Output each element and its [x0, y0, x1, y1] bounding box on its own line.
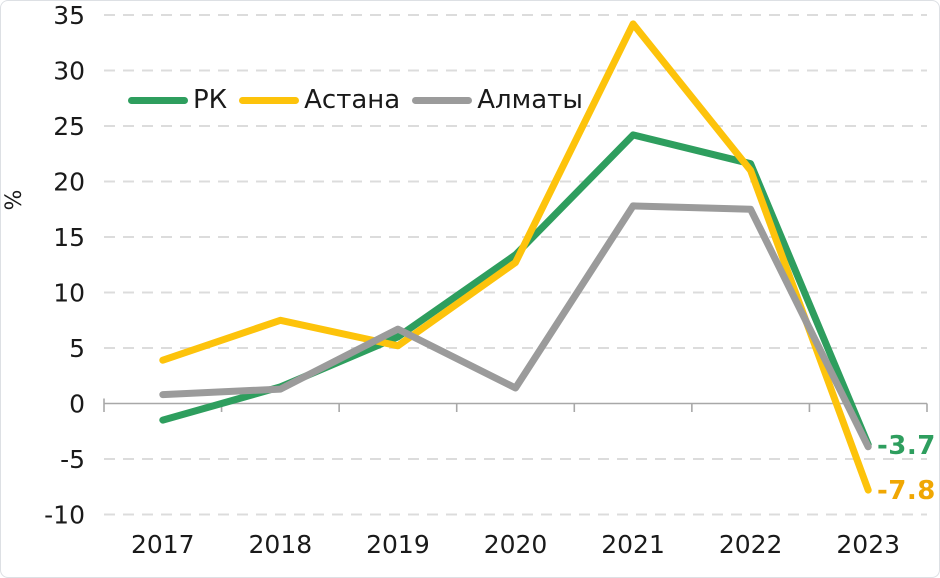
- chart-legend: РК Астана Алматы: [128, 85, 583, 115]
- x-axis: [103, 398, 928, 412]
- y-tick-label: -10: [44, 501, 85, 530]
- end-label-astana: -7.8: [877, 476, 936, 506]
- x-tick-label: 2023: [836, 530, 900, 559]
- legend-label-rk: РК: [193, 85, 228, 115]
- legend-swatch-astana: [239, 96, 300, 104]
- legend-label-astana: Астана: [304, 85, 401, 115]
- series-line-almaty: [159, 202, 872, 451]
- y-tick-label: 5: [69, 334, 85, 363]
- y-tick-label: 35: [53, 1, 85, 30]
- series-line-astana: [159, 20, 872, 494]
- y-tick-label: 25: [53, 112, 85, 141]
- series-line-rk: [159, 131, 872, 449]
- legend-swatch-rk: [128, 96, 188, 104]
- end-label-rk: -3.7: [877, 431, 936, 461]
- series-lines: [159, 20, 872, 494]
- y-tick-label: 20: [53, 168, 85, 197]
- y-tick-label: 0: [69, 390, 85, 419]
- x-tick-label: 2019: [366, 530, 430, 559]
- x-tick-label: 2022: [719, 530, 783, 559]
- y-tick-label: 15: [53, 223, 85, 252]
- legend-item-rk: РК: [128, 85, 227, 115]
- legend-label-almaty: Алматы: [477, 85, 583, 115]
- legend-item-almaty: Алматы: [412, 85, 583, 115]
- y-tick-label: -5: [60, 445, 85, 474]
- legend-item-astana: Астана: [239, 85, 400, 115]
- x-tick-label: 2020: [484, 530, 548, 559]
- y-tick-label: 30: [53, 57, 85, 86]
- y-axis-title: %: [2, 190, 27, 211]
- x-tick-label: 2017: [131, 530, 195, 559]
- axis-labels: 35 30 25 20 15 10 5 0 -5 -10 2017 2018 2019 2020 2021 2…: [44, 1, 900, 559]
- x-tick-label: 2018: [249, 530, 313, 559]
- y-tick-label: 10: [53, 279, 85, 308]
- x-tick-label: 2021: [601, 530, 665, 559]
- legend-swatch-almaty: [412, 96, 473, 104]
- gridlines: [104, 14, 927, 516]
